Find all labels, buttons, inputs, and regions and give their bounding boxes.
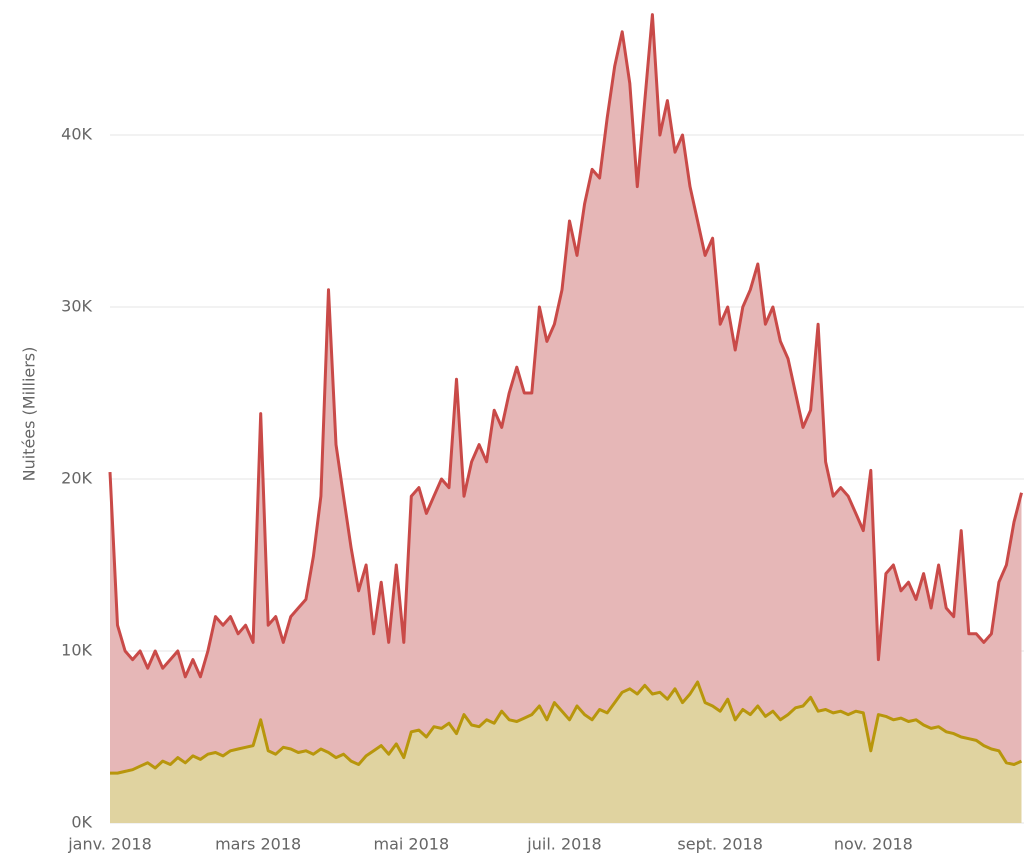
y-tick-label: 30K — [61, 297, 92, 316]
area-fill — [110, 682, 1022, 823]
area-line — [108, 13, 1023, 679]
x-tick-label: juil. 2018 — [526, 835, 601, 854]
area-fill — [110, 14, 1022, 824]
x-tick-label: janv. 2018 — [67, 835, 152, 854]
x-tick-label: mai 2018 — [373, 835, 449, 854]
y-tick-label: 10K — [61, 641, 92, 660]
x-tick-label: nov. 2018 — [834, 835, 913, 854]
area-line — [110, 680, 1023, 775]
y-tick-label: 20K — [61, 469, 92, 488]
x-tick-label: mars 2018 — [215, 835, 301, 854]
y-axis-label: Nuitées (Milliers) — [20, 347, 39, 482]
x-tick-label: sept. 2018 — [677, 835, 763, 854]
y-tick-label: 0K — [71, 813, 92, 832]
y-tick-label: 40K — [61, 125, 92, 144]
